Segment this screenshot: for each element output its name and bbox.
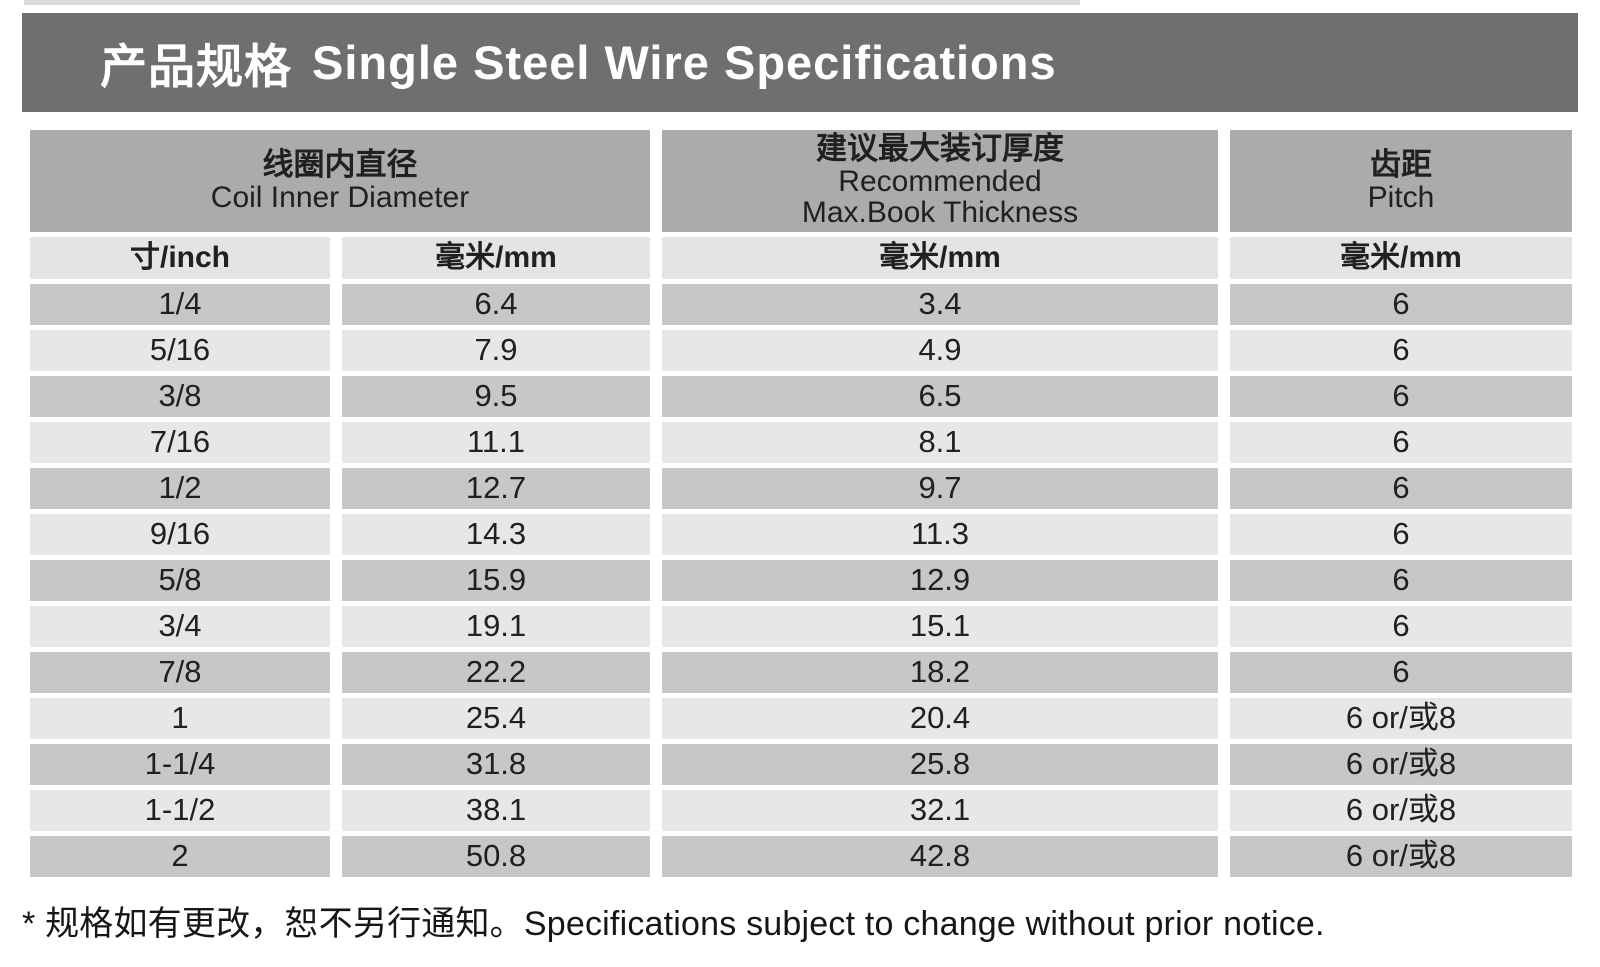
table-cell: 7/8 — [30, 652, 330, 693]
column-header-coil-zh: 线圈内直径 — [262, 146, 418, 182]
table-cell: 9/16 — [30, 514, 330, 555]
table-cell: 6 or/或8 — [1230, 744, 1572, 785]
table-cell: 6 — [1230, 330, 1572, 371]
table-cell: 2 — [30, 836, 330, 877]
page-title-en: Single Steel Wire Specifications — [312, 36, 1057, 89]
table-cell: 6.4 — [342, 284, 650, 325]
table-cell: 18.2 — [662, 652, 1218, 693]
column-header-thickness-zh: 建议最大装订厚度 — [816, 131, 1064, 167]
column-header-coil-en: Coil Inner Diameter — [210, 180, 470, 214]
table-cell: 20.4 — [662, 698, 1218, 739]
page-title-zh: 产品规格 — [100, 40, 292, 93]
table-cell: 1-1/2 — [30, 790, 330, 831]
table-cell: 15.1 — [662, 606, 1218, 647]
column-header-thickness-en-line1: Recommended — [838, 164, 1042, 198]
table-cell: 1/4 — [30, 284, 330, 325]
top-edge-line — [24, 0, 1080, 5]
unit-header-mm-pitch: 毫米/mm — [1230, 237, 1572, 279]
table-cell: 5/16 — [30, 330, 330, 371]
table-cell: 25.4 — [342, 698, 650, 739]
column-header-thickness-en-line2: Max.Book Thickness — [801, 196, 1079, 230]
unit-header-inch: 寸/inch — [30, 237, 330, 279]
table-cell: 11.1 — [342, 422, 650, 463]
table-cell: 9.5 — [342, 376, 650, 417]
table-cell: 1-1/4 — [30, 744, 330, 785]
table-cell: 6 — [1230, 514, 1572, 555]
table-cell: 38.1 — [342, 790, 650, 831]
footnote: * 规格如有更改，恕不另行通知。Specifications subject t… — [22, 905, 1325, 943]
column-header-coil-inner-diameter: 线圈内直径 Coil Inner Diameter — [30, 130, 650, 232]
title-bar: 产品规格 Single Steel Wire Specifications — [22, 13, 1578, 112]
unit-header-mm-coil: 毫米/mm — [342, 237, 650, 279]
table-cell: 4.9 — [662, 330, 1218, 371]
table-cell: 5/8 — [30, 560, 330, 601]
column-header-pitch: 齿距 Pitch — [1230, 130, 1572, 232]
table-cell: 6 — [1230, 422, 1572, 463]
table-cell: 14.3 — [342, 514, 650, 555]
table-cell: 22.2 — [342, 652, 650, 693]
table-cell: 3.4 — [662, 284, 1218, 325]
table-cell: 6 — [1230, 468, 1572, 509]
table-cell: 3/4 — [30, 606, 330, 647]
table-cell: 6 — [1230, 376, 1572, 417]
table-cell: 3/8 — [30, 376, 330, 417]
table-cell: 12.7 — [342, 468, 650, 509]
table-cell: 6 — [1230, 652, 1572, 693]
table-cell: 31.8 — [342, 744, 650, 785]
table-cell: 6 — [1230, 284, 1572, 325]
table-cell: 6 — [1230, 606, 1572, 647]
table-cell: 11.3 — [662, 514, 1218, 555]
table-cell: 8.1 — [662, 422, 1218, 463]
table-cell: 42.8 — [662, 836, 1218, 877]
table-cell: 6 or/或8 — [1230, 836, 1572, 877]
table-cell: 6.5 — [662, 376, 1218, 417]
table-cell: 7.9 — [342, 330, 650, 371]
column-header-pitch-en: Pitch — [1367, 180, 1435, 214]
table-cell: 9.7 — [662, 468, 1218, 509]
table-cell: 32.1 — [662, 790, 1218, 831]
table-cell: 25.8 — [662, 744, 1218, 785]
table-cell: 1/2 — [30, 468, 330, 509]
table-cell: 15.9 — [342, 560, 650, 601]
table-cell: 1 — [30, 698, 330, 739]
table-cell: 6 or/或8 — [1230, 790, 1572, 831]
unit-header-mm-thickness: 毫米/mm — [662, 237, 1218, 279]
table-cell: 50.8 — [342, 836, 650, 877]
table-cell: 6 — [1230, 560, 1572, 601]
table-cell: 19.1 — [342, 606, 650, 647]
table-cell: 6 or/或8 — [1230, 698, 1572, 739]
spec-table: 线圈内直径 Coil Inner Diameter 建议最大装订厚度 Recom… — [30, 130, 1572, 877]
column-header-max-book-thickness: 建议最大装订厚度 Recommended Max.Book Thickness — [662, 130, 1218, 232]
table-cell: 12.9 — [662, 560, 1218, 601]
table-cell: 7/16 — [30, 422, 330, 463]
column-header-pitch-zh: 齿距 — [1370, 146, 1432, 182]
